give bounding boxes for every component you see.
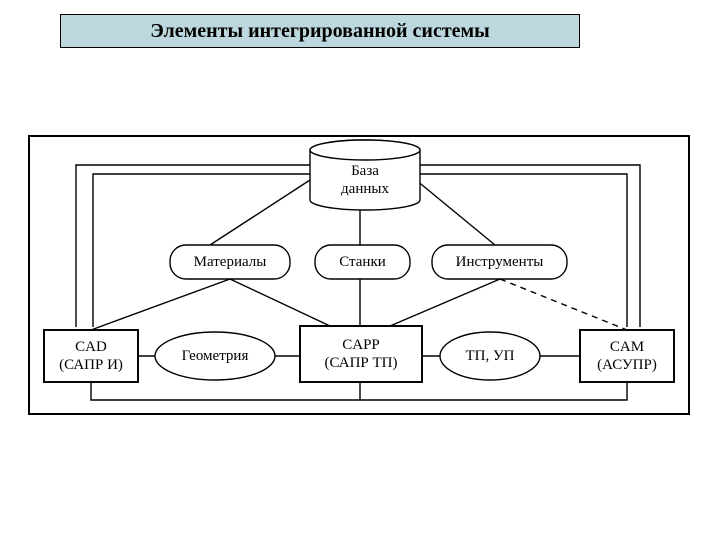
tools-box (432, 245, 567, 279)
materials-box (170, 245, 290, 279)
capp-box (300, 326, 422, 382)
edge-7 (500, 279, 627, 330)
tpup-ellipse (440, 332, 540, 380)
geom-ellipse (155, 332, 275, 380)
edge-6 (390, 279, 500, 326)
edge-0 (210, 180, 310, 245)
machines-box (315, 245, 410, 279)
edge-2 (416, 180, 495, 245)
diagram-svg (0, 0, 720, 540)
nodes-group (44, 140, 674, 382)
edge-4 (230, 279, 330, 326)
edge-16 (91, 382, 627, 400)
cam-box (580, 330, 674, 382)
cad-box (44, 330, 138, 382)
edge-3 (91, 279, 230, 330)
db-top (310, 140, 420, 160)
